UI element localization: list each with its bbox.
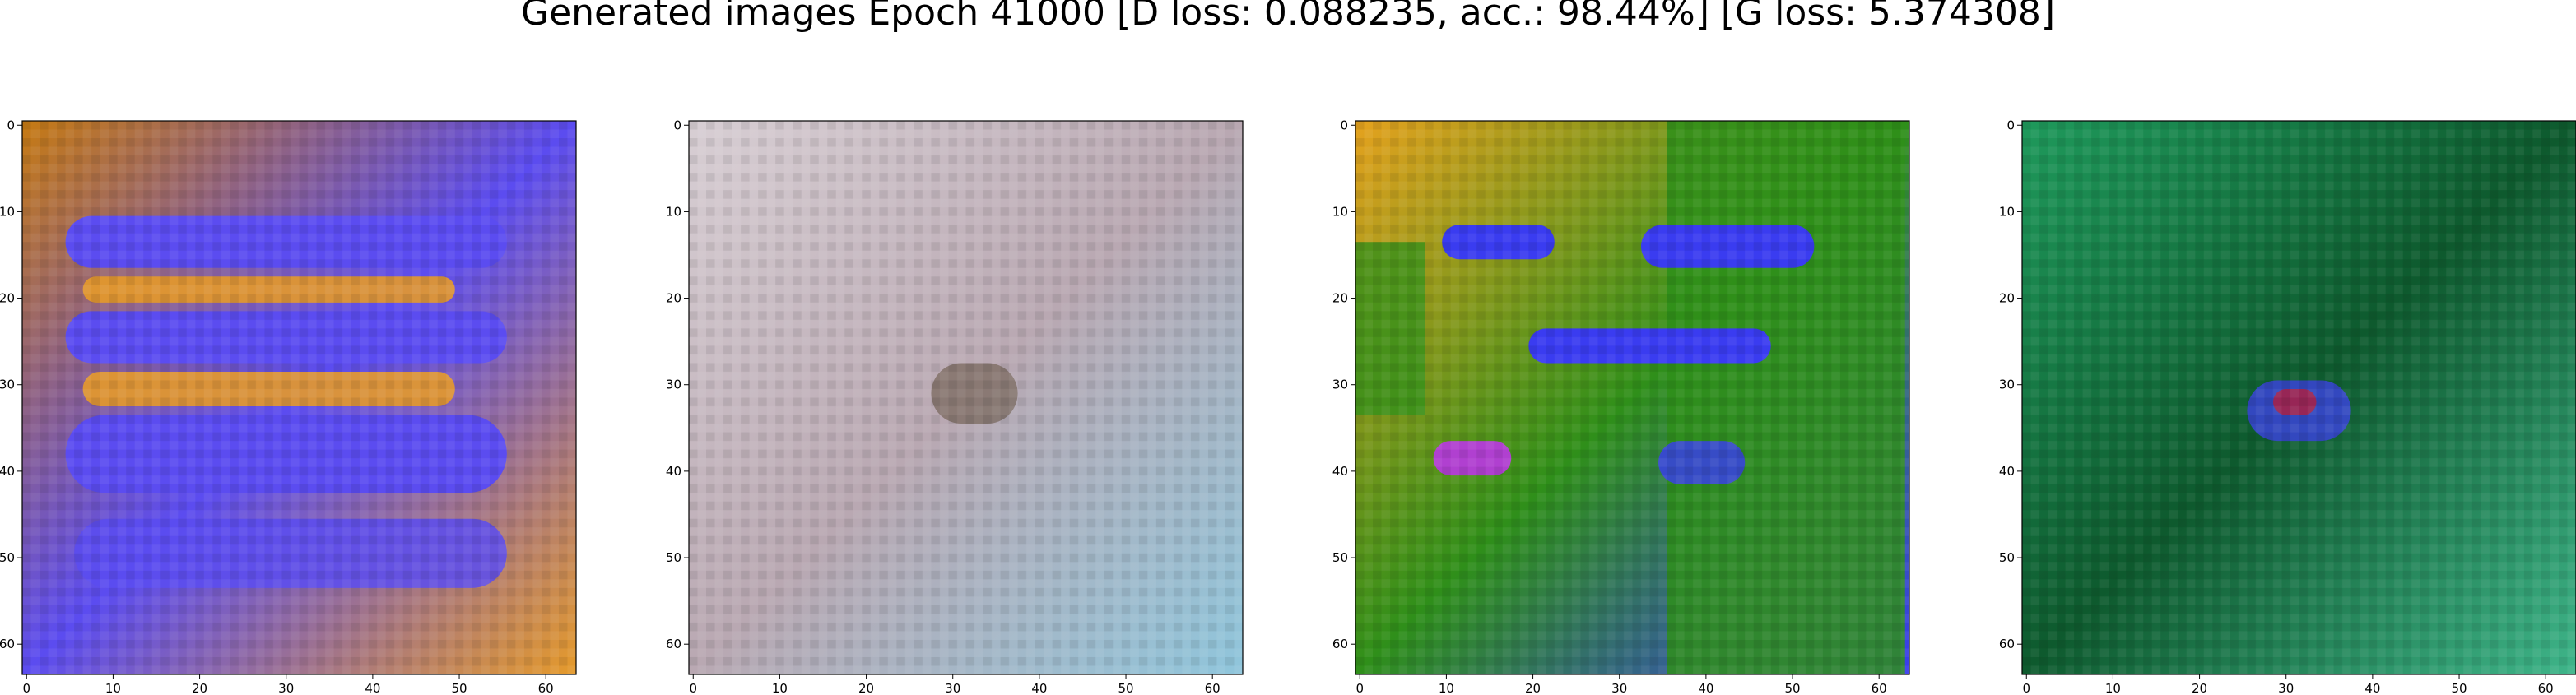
y-tick-label: 0	[2006, 118, 2015, 132]
x-tick-label: 60	[2538, 681, 2554, 695]
x-tick-label: 40	[1031, 681, 1047, 695]
y-tick-label: 50	[666, 550, 681, 565]
x-tick-label: 50	[1118, 681, 1133, 695]
axes-frame	[1355, 120, 1910, 675]
image-panel-4: 0 10 20 30 40 50 60 0 10 20 30 40 50 60	[1999, 118, 2576, 695]
y-tick-label: 20	[1332, 291, 1348, 306]
x-tick-label: 0	[2022, 681, 2030, 695]
x-tick-label: 50	[1784, 681, 1800, 695]
x-tick-label: 30	[2278, 681, 2294, 695]
axes-frame	[2021, 120, 2576, 675]
x-tick-label: 50	[451, 681, 467, 695]
y-tick-label: 0	[1340, 118, 1348, 132]
y-tick-label: 40	[666, 464, 681, 479]
x-tick-label: 0	[689, 681, 697, 695]
x-tick-label: 40	[365, 681, 380, 695]
y-tick-label: 10	[666, 204, 681, 219]
y-tick-label: 50	[0, 550, 15, 565]
x-tick-label: 20	[2192, 681, 2207, 695]
figure-title: Generated images Epoch 41000 [D loss: 0.…	[521, 0, 2055, 34]
y-tick-label: 40	[1999, 464, 2015, 479]
y-tick-label: 0	[7, 118, 15, 132]
x-tick-label: 10	[1439, 681, 1454, 695]
axes-frame	[21, 120, 577, 675]
y-tick-label: 50	[1999, 550, 2015, 565]
x-tick-label: 30	[1611, 681, 1627, 695]
y-tick-label: 10	[0, 204, 15, 219]
x-tick-label: 20	[858, 681, 874, 695]
x-tick-label: 0	[22, 681, 30, 695]
x-tick-label: 20	[192, 681, 207, 695]
pixel-texture-3	[1355, 121, 1909, 674]
x-tick-label: 60	[538, 681, 554, 695]
y-tick-label: 40	[0, 464, 15, 479]
x-tick-label: 30	[945, 681, 960, 695]
axes-frame	[688, 120, 1244, 675]
x-tick-label: 10	[772, 681, 788, 695]
y-tick-label: 20	[0, 291, 15, 306]
pixel-texture-4	[2022, 121, 2576, 674]
x-tick-label: 60	[1872, 681, 1887, 695]
y-tick-label: 20	[666, 291, 681, 306]
y-tick-label: 30	[1999, 378, 2015, 392]
x-tick-label: 10	[105, 681, 121, 695]
x-tick-label: 50	[2451, 681, 2467, 695]
y-tick-label: 0	[673, 118, 681, 132]
y-tick-label: 20	[1999, 291, 2015, 306]
pixel-texture-2	[689, 121, 1243, 674]
y-tick-label: 60	[1332, 637, 1348, 651]
image-panel-2: 0 10 20 30 40 50 60 0 10 20 30 40 50 60	[666, 118, 1244, 695]
y-tick-label: 10	[1332, 204, 1348, 219]
y-tick-label: 60	[666, 637, 681, 651]
x-tick-label: 30	[278, 681, 294, 695]
y-tick-label: 50	[1332, 550, 1348, 565]
image-panel-3: 0 10 20 30 40 50 60 0 10 20 30 40 50 60	[1332, 118, 1910, 695]
x-tick-label: 0	[1355, 681, 1364, 695]
y-tick-label: 30	[1332, 378, 1348, 392]
y-tick-label: 40	[1332, 464, 1348, 479]
x-tick-label: 40	[2364, 681, 2380, 695]
x-tick-label: 10	[2105, 681, 2121, 695]
y-tick-label: 60	[1999, 637, 2015, 651]
x-tick-label: 40	[1698, 681, 1713, 695]
x-tick-label: 60	[1205, 681, 1221, 695]
x-tick-label: 20	[1525, 681, 1541, 695]
y-tick-label: 30	[0, 378, 15, 392]
y-tick-label: 10	[1999, 204, 2015, 219]
pixel-texture-1	[22, 121, 576, 674]
y-tick-label: 30	[666, 378, 681, 392]
image-panel-1: 0 10 20 30 40 50 60 0 10 20 30 40 50 60	[0, 118, 577, 695]
y-tick-label: 60	[0, 637, 15, 651]
